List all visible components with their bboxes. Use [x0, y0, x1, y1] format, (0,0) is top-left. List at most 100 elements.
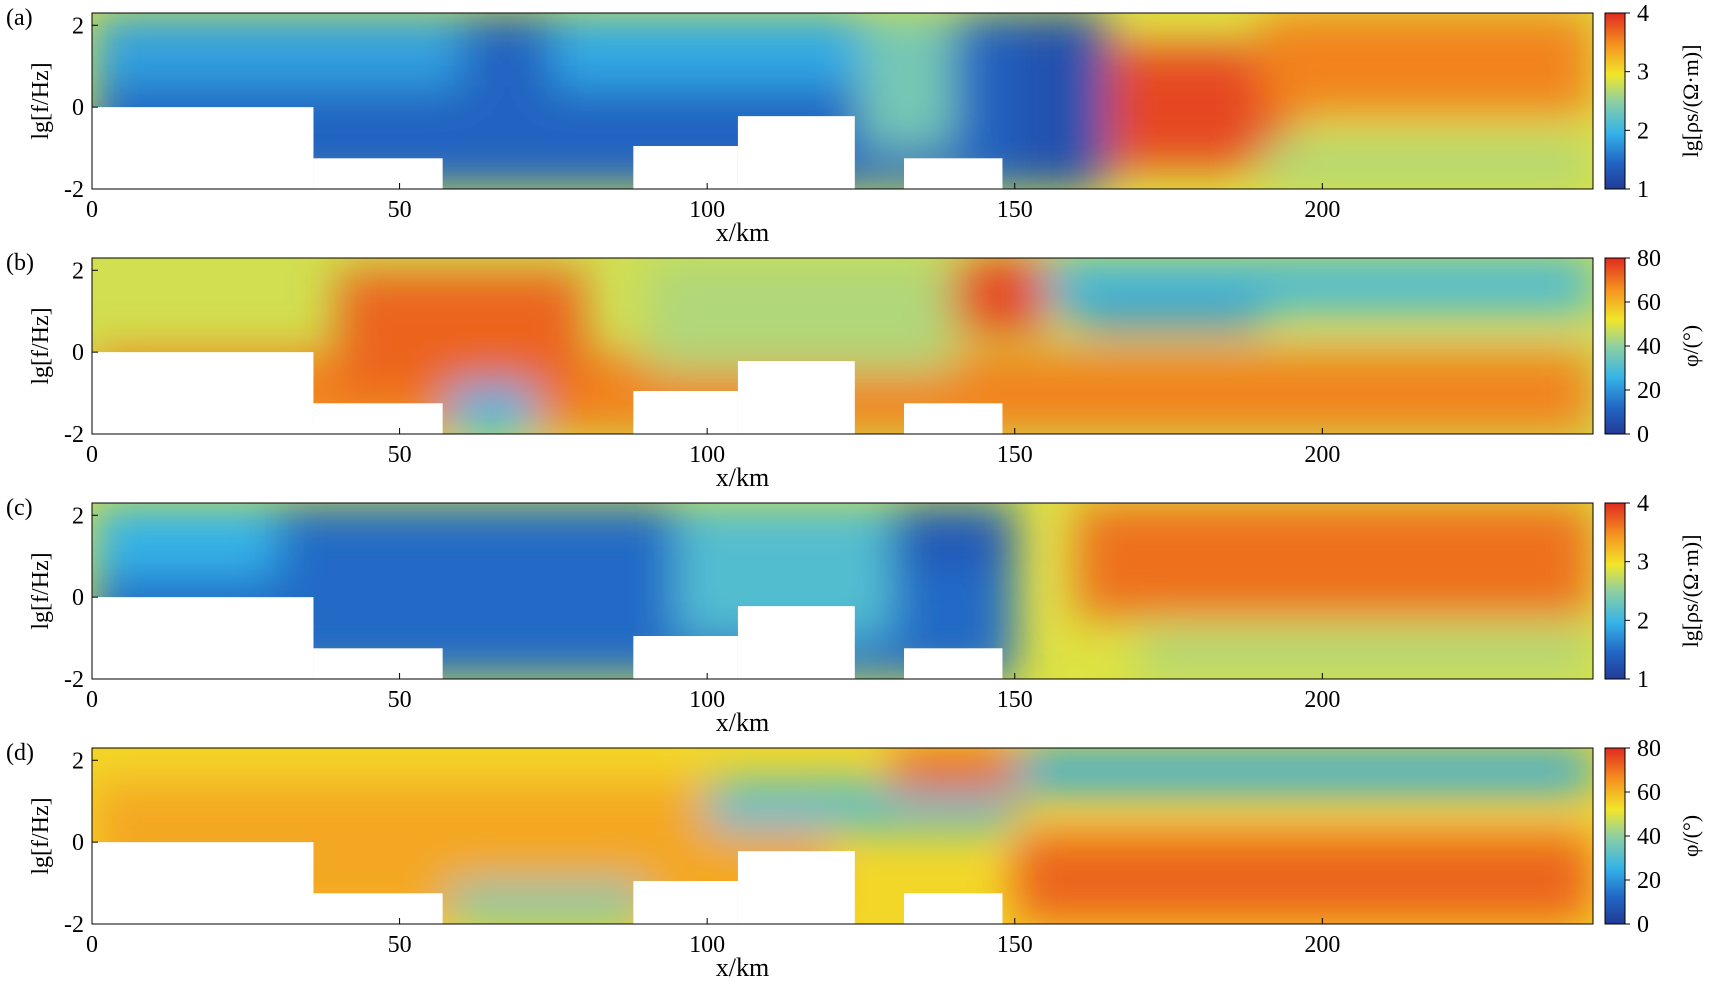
colorbar-tick-label: 0: [1637, 422, 1649, 448]
y-tick-label: -2: [64, 422, 84, 448]
colorbar-tick-label: 2: [1637, 608, 1649, 634]
y-tick-label: 0: [72, 830, 84, 856]
colorbar-tick-label: 2: [1637, 118, 1649, 144]
y-axis-label: lg[f/Hz]: [28, 797, 54, 874]
x-tick-label: 200: [1304, 687, 1340, 713]
x-tick-label: 50: [388, 687, 412, 713]
colorbar: [1604, 12, 1626, 190]
x-tick-label: 0: [86, 442, 98, 468]
masked-region: [313, 403, 443, 434]
colorbar-tick-label: 1: [1637, 667, 1649, 693]
heatmap-region: [448, 384, 535, 434]
x-axis-label: x/km: [716, 463, 769, 492]
colorbar-label: lg[ρs/(Ω·m)]: [1678, 535, 1703, 648]
masked-region: [633, 391, 738, 434]
x-tick-label: 100: [689, 197, 725, 223]
panel-a: 0 50 100 150 200-202x/kmlg[f/Hz](a)1234lg[ρs…: [6, 1, 1703, 247]
colorbar-tick-label: 40: [1637, 334, 1661, 360]
y-tick-label: 2: [72, 503, 84, 529]
colorbar-tick-label: 60: [1637, 780, 1661, 806]
colorbar-tick-label: 0: [1637, 912, 1649, 938]
x-tick-label: 0: [86, 197, 98, 223]
masked-region: [313, 648, 443, 679]
axes-frame: [91, 502, 1594, 680]
y-axis-label: lg[f/Hz]: [28, 552, 54, 629]
masked-region: [737, 606, 855, 679]
y-tick-label: 2: [72, 258, 84, 284]
colorbar-tick-label: 4: [1637, 1, 1649, 27]
x-tick-label: 150: [997, 932, 1033, 958]
masked-region: [737, 361, 855, 434]
heatmap-region: [92, 13, 462, 87]
colorbar-tick-label: 80: [1637, 736, 1661, 762]
x-axis-label: x/km: [716, 218, 769, 247]
x-tick-label: 150: [997, 197, 1033, 223]
masked-region: [313, 158, 443, 189]
colorbar-label: φ/(°): [1678, 815, 1703, 857]
heatmap-region: [338, 270, 585, 394]
y-tick-label: 0: [72, 340, 84, 366]
y-tick-label: 2: [72, 748, 84, 774]
y-tick-label: -2: [64, 667, 84, 693]
heatmap-region: [1260, 13, 1593, 116]
x-tick-label: 50: [388, 932, 412, 958]
axes-frame: [91, 257, 1594, 435]
masked-region: [313, 893, 443, 924]
y-tick-label: -2: [64, 912, 84, 938]
x-tick-label: 100: [689, 932, 725, 958]
heatmap-region: [645, 258, 954, 373]
masked-region: [737, 116, 855, 189]
colorbar-label: lg[ρs/(Ω·m)]: [1678, 45, 1703, 158]
x-tick-label: 0: [86, 687, 98, 713]
colorbar: [1604, 747, 1626, 925]
heatmap-region: [1260, 139, 1593, 189]
x-tick-label: 100: [689, 442, 725, 468]
colorbar-tick-label: 3: [1637, 60, 1649, 86]
heatmap-region: [448, 883, 646, 924]
colorbar: [1604, 257, 1626, 435]
colorbar-tick-label: 1: [1637, 177, 1649, 203]
axes-frame: [91, 747, 1594, 925]
y-tick-label: 2: [72, 13, 84, 39]
x-tick-label: 100: [689, 687, 725, 713]
panel-d: 0 50 100 150 200-202x/kmlg[f/Hz](d)020406080…: [6, 736, 1703, 982]
panel-label: (b): [6, 250, 34, 276]
masked-region: [904, 893, 1003, 924]
panel-label: (c): [6, 495, 33, 521]
masked-region: [633, 636, 738, 679]
x-tick-label: 200: [1304, 442, 1340, 468]
heatmap-field: [92, 13, 1593, 189]
panel-c: 0 50 100 150 200-202x/kmlg[f/Hz](c)1234lg[ρs…: [6, 491, 1703, 737]
heatmap-region: [1137, 629, 1593, 679]
y-tick-label: 0: [72, 585, 84, 611]
y-axis-label: lg[f/Hz]: [28, 307, 54, 384]
masked-region: [92, 352, 314, 434]
masked-region: [92, 842, 314, 924]
masked-region: [737, 851, 855, 924]
colorbar-tick-label: 3: [1637, 550, 1649, 576]
masked-region: [633, 881, 738, 924]
masked-region: [904, 158, 1003, 189]
heatmap-region: [953, 258, 1046, 332]
heatmap-field: [92, 503, 1593, 679]
heatmap-region: [1014, 833, 1593, 924]
heatmap-region: [553, 13, 861, 87]
panel-label: (d): [6, 740, 34, 766]
masked-region: [92, 597, 314, 679]
x-tick-label: 0: [86, 932, 98, 958]
colorbar-tick-label: 4: [1637, 491, 1649, 517]
colorbar-tick-label: 20: [1637, 378, 1661, 404]
panel-label: (a): [6, 5, 33, 31]
masked-region: [904, 648, 1003, 679]
colorbar-tick-label: 20: [1637, 868, 1661, 894]
heatmap-region: [1076, 503, 1593, 618]
masked-region: [92, 107, 314, 189]
colorbar: [1604, 502, 1626, 680]
y-tick-label: 0: [72, 95, 84, 121]
x-tick-label: 150: [997, 442, 1033, 468]
colorbar-tick-label: 40: [1637, 824, 1661, 850]
heatmap-field: [92, 258, 1593, 434]
x-tick-label: 50: [388, 442, 412, 468]
heatmap-region: [1014, 748, 1593, 794]
